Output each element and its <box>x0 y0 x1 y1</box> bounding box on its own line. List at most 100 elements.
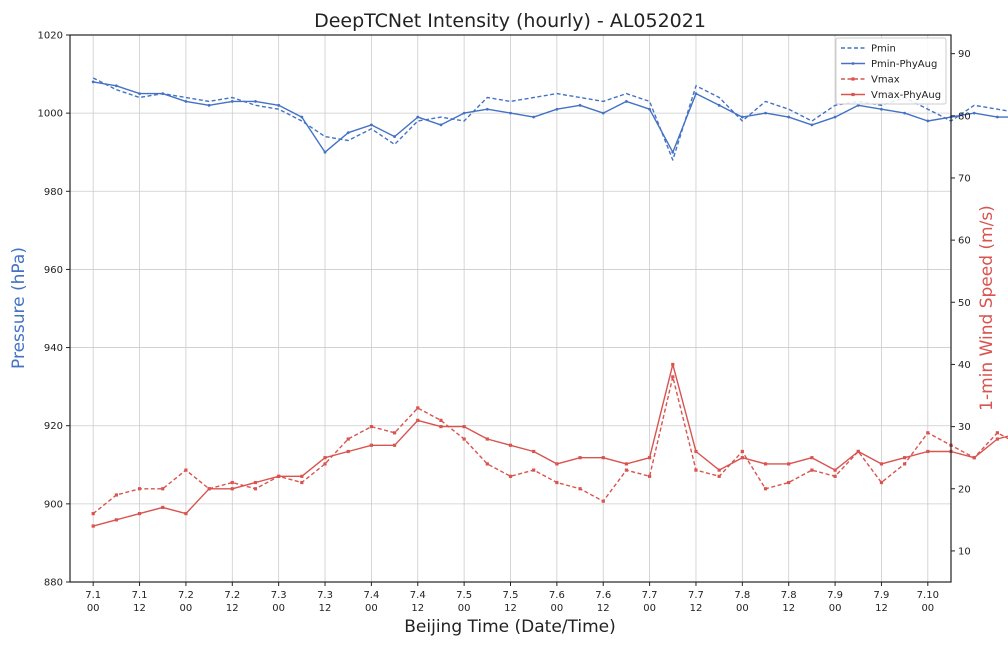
data-point <box>137 487 142 491</box>
data-point <box>926 119 930 123</box>
data-point <box>787 462 791 466</box>
data-point <box>879 462 884 466</box>
x-tick-time: 00 <box>921 603 934 614</box>
data-point <box>439 123 443 127</box>
x-tick-time: 00 <box>551 603 564 614</box>
data-point <box>856 103 860 107</box>
data-point <box>346 131 350 135</box>
data-point <box>601 456 605 460</box>
data-point <box>578 103 582 107</box>
data-point <box>879 480 884 485</box>
data-point <box>508 443 513 447</box>
legend-label: Pmin <box>871 44 896 55</box>
data-point <box>485 437 489 441</box>
data-point <box>277 474 281 478</box>
x-tick-time: 00 <box>180 603 193 614</box>
data-point <box>91 524 95 528</box>
data-point <box>810 468 814 472</box>
x-tick-date: 7.10 <box>917 590 939 601</box>
data-point <box>346 437 350 441</box>
legend-label: Pmin-PhyAug <box>871 59 937 70</box>
x-tick-date: 7.2 <box>178 590 194 601</box>
grid <box>70 34 951 583</box>
data-point <box>833 474 837 478</box>
data-point <box>578 487 582 491</box>
data-point <box>624 468 629 472</box>
data-point <box>740 115 744 119</box>
data-point <box>91 512 95 516</box>
x-tick-date: 7.3 <box>271 590 287 601</box>
series-line <box>92 376 1008 515</box>
data-point <box>253 480 258 485</box>
data-point <box>462 425 466 429</box>
x-tick-date: 7.6 <box>549 590 565 601</box>
x-tick-time: 12 <box>411 603 424 614</box>
x-tick-time: 12 <box>226 603 239 614</box>
data-point <box>648 474 652 478</box>
series-vmax <box>91 375 1008 516</box>
legend-label: Vmax <box>871 75 900 86</box>
right-tick-label: 40 <box>958 360 971 371</box>
data-point <box>833 468 837 472</box>
x-tick-time: 12 <box>875 603 888 614</box>
data-point <box>763 487 768 491</box>
x-tick-date: 7.4 <box>363 590 379 601</box>
x-tick-time: 12 <box>597 603 610 614</box>
legend-marker <box>851 92 855 97</box>
data-point <box>416 406 420 410</box>
x-tick-date: 7.1 <box>132 590 148 601</box>
legend: Pmin Pmin-PhyAug Vmax Vmax-PhyAug <box>835 37 947 105</box>
data-point <box>207 487 211 491</box>
left-tick-label: 980 <box>44 187 63 198</box>
series-vmax-phyaug <box>91 362 1008 528</box>
data-point <box>509 111 512 115</box>
data-point <box>671 150 675 154</box>
data-point <box>114 493 118 497</box>
x-tick-time: 00 <box>643 603 656 614</box>
data-point <box>439 425 443 429</box>
left-tick-label: 880 <box>44 578 63 589</box>
legend-item: Vmax-PhyAug <box>841 90 941 101</box>
legend-marker <box>851 77 855 81</box>
data-point <box>462 111 466 115</box>
data-point <box>903 456 907 460</box>
x-tick-time: 12 <box>133 603 146 614</box>
data-point <box>648 456 652 460</box>
x-tick-time: 00 <box>365 603 378 614</box>
data-point <box>416 115 420 119</box>
left-axis: 880 900 920 940 960 980 1000 1020 <box>38 31 70 589</box>
data-point <box>625 100 628 103</box>
data-point <box>903 462 907 466</box>
x-tick-date: 7.4 <box>410 590 426 601</box>
chart-title: DeepTCNet Intensity (hourly) - AL052021 <box>314 10 706 32</box>
data-point <box>810 123 814 127</box>
x-tick-time: 12 <box>690 603 703 614</box>
data-point <box>972 111 976 115</box>
data-point <box>972 456 976 460</box>
data-point <box>323 150 327 154</box>
legend-marker <box>851 62 855 65</box>
data-point <box>300 480 304 485</box>
data-point <box>624 462 629 466</box>
x-tick-date: 7.8 <box>781 590 797 601</box>
data-point <box>323 462 327 466</box>
x-tick-time: 12 <box>319 603 332 614</box>
x-tick-time: 12 <box>782 603 795 614</box>
data-point <box>184 100 188 103</box>
data-point <box>462 437 466 441</box>
data-point <box>787 480 791 485</box>
legend-item: Pmin <box>841 44 896 55</box>
right-tick-label: 30 <box>958 422 971 433</box>
y-axis-label-right: 1-min Wind Speed (m/s) <box>977 205 997 411</box>
data-point <box>114 84 118 88</box>
left-tick-label: 920 <box>44 421 63 432</box>
data-point <box>230 480 234 485</box>
legend-box <box>835 37 947 105</box>
data-point <box>671 362 675 367</box>
x-tick-date: 7.8 <box>734 590 750 601</box>
data-point <box>694 449 698 454</box>
data-point <box>995 431 999 435</box>
x-tick-date: 7.7 <box>688 590 704 601</box>
x-tick-date: 7.6 <box>595 590 611 601</box>
